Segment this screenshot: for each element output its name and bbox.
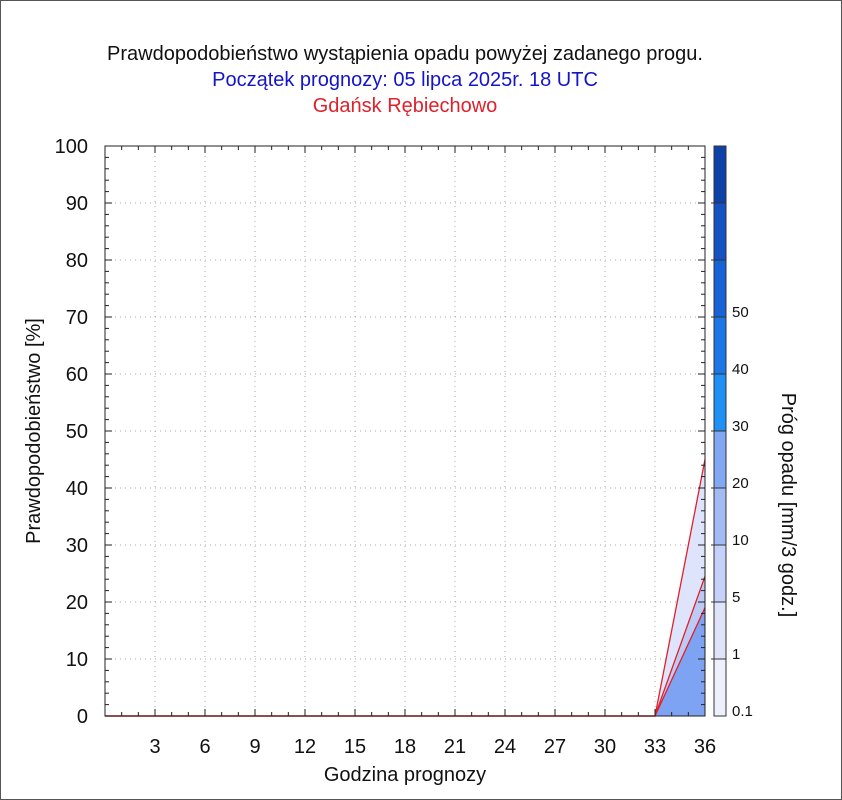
x-tick-label: 33	[644, 736, 666, 758]
colorbar-tick-label: 0.1	[732, 703, 753, 720]
y-tick-label: 90	[66, 193, 88, 215]
x-tick-label: 18	[394, 736, 416, 758]
y-tick-label: 50	[66, 421, 88, 443]
colorbar-label: Próg opadu [mm/3 godz.]	[777, 393, 799, 618]
x-tick-label: 30	[594, 736, 616, 758]
y-tick-label: 0	[77, 706, 88, 728]
colorbar-segment	[714, 431, 726, 488]
area-threshold-0.1	[105, 459, 705, 716]
y-tick-label: 30	[66, 535, 88, 557]
colorbar-segment	[714, 545, 726, 602]
y-axis-label: Prawdopodobieństwo [%]	[23, 318, 45, 544]
colorbar: 0.1 1 5 10 20 30 40 50	[711, 145, 753, 720]
x-tick-label: 15	[344, 736, 366, 758]
colorbar-tick-label: 5	[732, 589, 740, 606]
colorbar-segment	[714, 203, 726, 260]
y-tick-label: 10	[66, 649, 88, 671]
line-threshold-0.1	[105, 459, 706, 717]
forecast-start: Początek prognozy: 05 lipca 2025r. 18 UT…	[212, 69, 598, 91]
y-tick-label: 20	[66, 592, 88, 614]
colorbar-tick-label: 40	[732, 361, 749, 378]
grid-lines	[105, 146, 705, 716]
y-tick-label: 40	[66, 478, 88, 500]
colorbar-tick-label: 30	[732, 418, 749, 435]
colorbar-segment	[714, 317, 726, 374]
y-tick-label: 70	[66, 307, 88, 329]
x-axis-label: Godzina prognozy	[324, 764, 486, 786]
colorbar-segment	[714, 659, 726, 716]
x-tick-label: 6	[199, 736, 210, 758]
x-tick-label: 12	[294, 736, 316, 758]
station-name: Gdańsk Rębiechowo	[312, 95, 498, 117]
colorbar-border	[713, 145, 727, 717]
x-tick-label: 36	[694, 736, 716, 758]
colorbar-segment	[714, 602, 726, 659]
colorbar-tick-label: 1	[732, 646, 740, 663]
colorbar-segment	[714, 374, 726, 431]
probability-areas	[105, 459, 705, 716]
x-tick-label: 21	[444, 736, 466, 758]
colorbar-segment	[714, 488, 726, 545]
y-tick-label: 60	[66, 364, 88, 386]
x-tick-label: 9	[249, 736, 260, 758]
colorbar-segment	[714, 146, 726, 203]
probability-lines	[105, 459, 706, 717]
x-tick-label: 27	[544, 736, 566, 758]
colorbar-tick-label: 20	[732, 475, 749, 492]
axes: 3 6 9 12 15 18 21 24 27 30 33 360102030405060708090…	[55, 136, 717, 758]
y-tick-label: 100	[55, 136, 88, 158]
y-tick-label: 80	[66, 250, 88, 272]
x-tick-label: 3	[149, 736, 160, 758]
x-tick-label: 24	[494, 736, 516, 758]
colorbar-tick-label: 10	[732, 532, 749, 549]
colorbar-tick-label: 50	[732, 304, 749, 321]
colorbar-segment	[714, 260, 726, 317]
chart-title: Prawdopodobieństwo wystąpienia opadu pow…	[107, 43, 703, 65]
